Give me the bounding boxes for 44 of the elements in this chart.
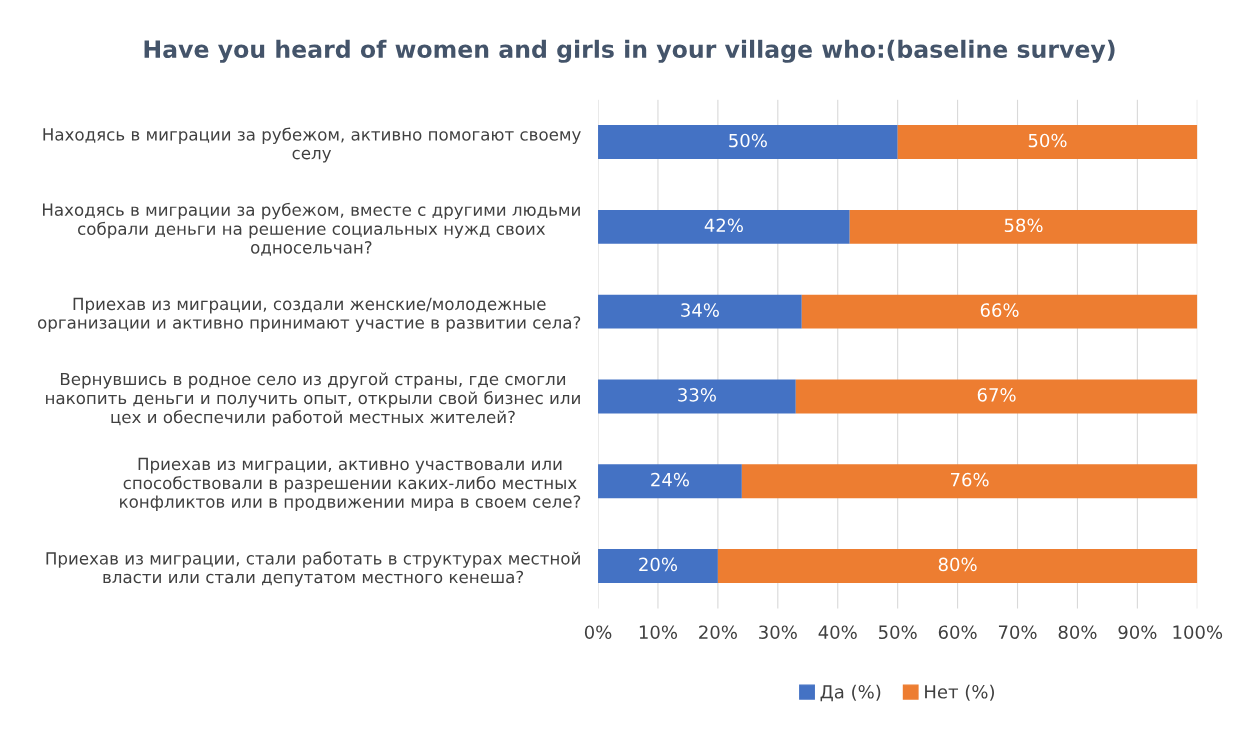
bar [598, 464, 742, 499]
legend-label: Да (%) [820, 684, 881, 702]
y-tick-label: Приехав из миграции, стали работать в структурах местной власти или стали депутатом местного кенеша? [46, 551, 580, 587]
bar [801, 294, 1198, 329]
data-label: 67% [977, 388, 1016, 402]
data-label: 24% [651, 472, 690, 487]
x-tick-label: 50% [878, 625, 917, 640]
data-label: 76% [951, 472, 989, 487]
legend-label: Нет (%) [925, 684, 994, 701]
bar [598, 549, 718, 583]
x-tick-label: 0% [584, 625, 612, 640]
x-tick-label: 40% [818, 625, 857, 640]
x-tick-label: 20% [699, 625, 737, 640]
bar [849, 209, 1198, 244]
bar [897, 125, 1198, 160]
x-tick-label: 80% [1058, 625, 1097, 640]
x-tick-label: 10% [639, 625, 678, 640]
bar [795, 379, 1198, 414]
data-label: 50% [729, 133, 767, 148]
y-tick-label: Находясь в миграции за рубежом, активно помогают своему селу [43, 127, 581, 163]
x-tick-label: 30% [759, 625, 797, 640]
y-tick-label: Приехав из миграции, активно участвовали или способствовали в разрешении каких-либо местных конфликтов или в продвижении мира в своем селе? [120, 457, 581, 512]
bar [598, 294, 802, 329]
x-tick-label: 90% [1118, 625, 1157, 640]
bar [717, 549, 1198, 583]
data-label: 58% [1004, 218, 1043, 233]
x-tick-label: 100% [1173, 625, 1223, 640]
data-label: 34% [681, 303, 719, 317]
y-tick-label: Находясь в миграции за рубежом, вместе с другими людьми собрали деньги на решение социальных нужд своих односельчан? [43, 202, 580, 256]
data-label: 50% [1028, 133, 1067, 148]
bar [598, 379, 796, 414]
data-label: 20% [639, 557, 678, 572]
data-label: 80% [938, 557, 977, 572]
data-label: 33% [678, 388, 716, 402]
bar [598, 209, 850, 244]
y-tick-label: Вернувшись в родное село из другой страны, где смогли накопить деньги и получить опыт, открыли свой бизнес или цех и обеспечили работой местных жителей? [46, 372, 580, 427]
data-label: 42% [704, 218, 743, 233]
x-tick-label: 60% [938, 625, 977, 640]
chart-title: Have you heard of women and girls in your village who:(baseline survey) [144, 39, 1115, 63]
bar [598, 125, 898, 160]
bar [741, 464, 1198, 499]
x-tick-label: 70% [998, 625, 1037, 640]
data-label: 66% [980, 303, 1019, 317]
y-tick-label: Приехав из миграции, создали женские/молодежные организации и активно принимают участие в развитии села? [38, 297, 581, 333]
